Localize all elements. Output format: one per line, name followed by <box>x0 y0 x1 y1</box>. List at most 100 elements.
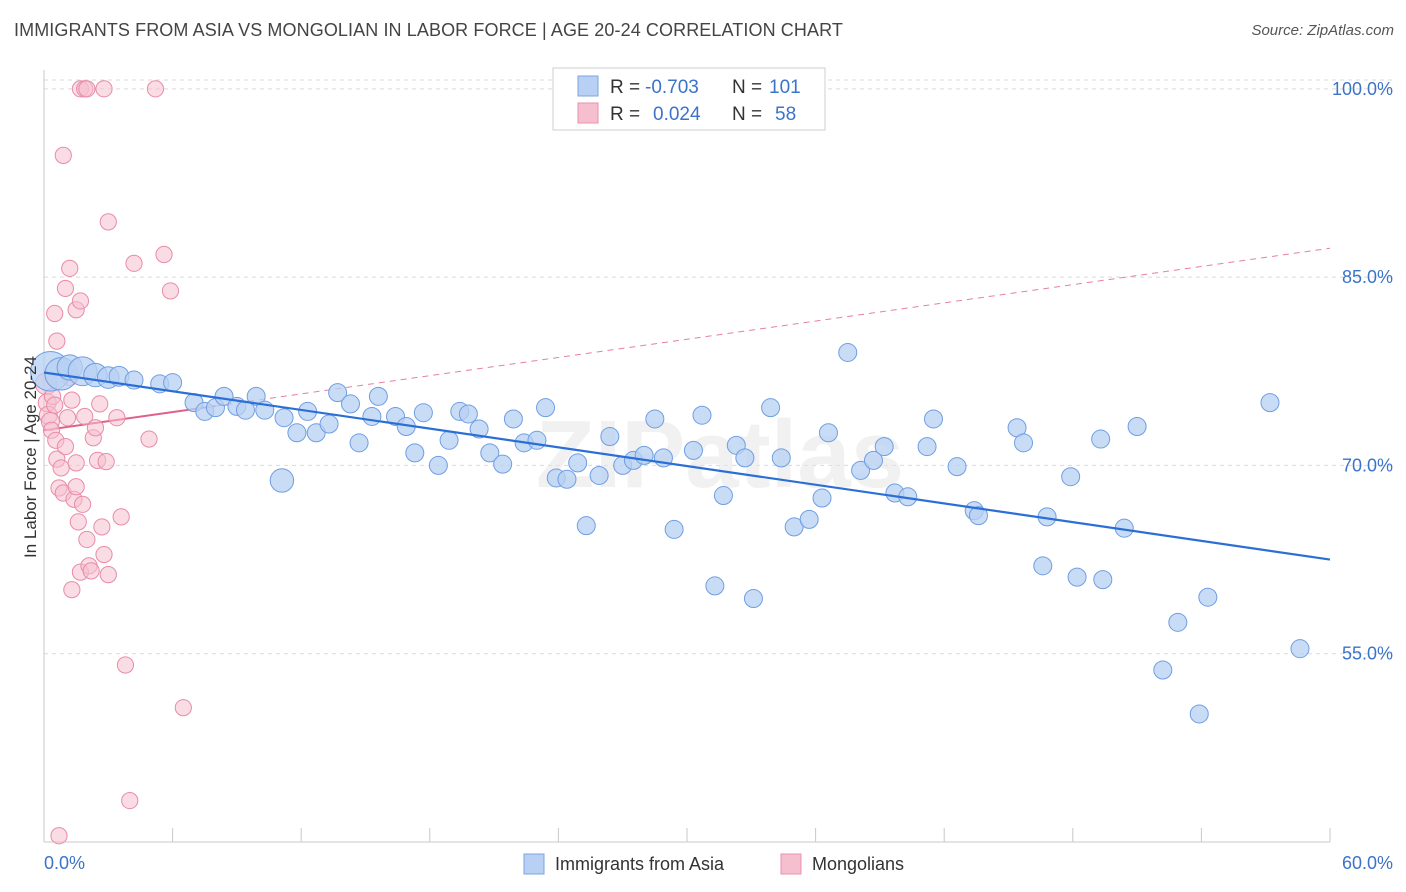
mongolian-point <box>116 656 135 674</box>
asia-point <box>1290 639 1310 659</box>
asia-point <box>480 443 500 463</box>
legend-swatch-blue <box>577 75 599 97</box>
y-tick-label-1: 70.0% <box>1342 455 1393 475</box>
asia-point <box>274 408 294 428</box>
y-tick-label-0: 55.0% <box>1342 644 1393 664</box>
asia-point <box>600 427 620 447</box>
x-tick-label-1: 60.0% <box>1342 853 1393 873</box>
asia-point <box>340 394 360 414</box>
chart-title: IMMIGRANTS FROM ASIA VS MONGOLIAN IN LAB… <box>14 20 843 40</box>
mongolian-point <box>46 396 64 414</box>
legend-r-label-blue: R = <box>610 77 640 98</box>
asia-point <box>405 443 425 463</box>
mongolian-point <box>61 259 79 277</box>
mongolian-point <box>67 454 85 472</box>
mongolian-point <box>93 518 111 536</box>
asia-point <box>246 386 266 406</box>
asia-point <box>1168 612 1188 632</box>
mongolian-point <box>78 530 96 549</box>
y-tick-label-2: 85.0% <box>1342 267 1393 287</box>
asia-point <box>557 469 577 489</box>
asia-point <box>851 460 871 480</box>
asia-point <box>319 414 339 434</box>
asia-point <box>1033 556 1053 576</box>
y-tick-labels: 55.0% 70.0% 85.0% 100.0% <box>1332 79 1393 664</box>
grid-layer <box>44 79 1392 655</box>
legend-n-label-pink: N = <box>732 104 762 125</box>
mongolian-point <box>63 581 81 599</box>
mongolian-point <box>82 562 100 580</box>
asia-point <box>1189 704 1209 724</box>
series-legend-label-pink: Mongolians <box>812 854 904 874</box>
asia-point <box>576 516 596 536</box>
asia-point <box>439 430 459 450</box>
asia-point <box>947 457 967 477</box>
asia-point <box>874 437 894 457</box>
asia-point <box>799 509 819 529</box>
asia-point <box>413 403 433 423</box>
asia-point <box>683 440 703 460</box>
mongolian-trend-dashed <box>215 247 1331 407</box>
mongolian-point <box>58 409 77 427</box>
legend-r-label-pink: R = <box>610 104 640 125</box>
immigrants-asia-trend-layer <box>43 371 1331 561</box>
mongolian-point <box>71 292 90 310</box>
asia-point <box>705 576 725 596</box>
series-legend-swatch-blue <box>523 853 545 875</box>
asia-point <box>735 448 755 468</box>
mongolian-point <box>95 545 113 564</box>
mongolian-point <box>56 437 75 456</box>
asia-point <box>818 423 838 443</box>
asia-point <box>743 588 763 608</box>
mongolian-point <box>97 453 115 471</box>
mongolians-trend-layer <box>43 247 1331 432</box>
mongolian-point <box>155 245 173 264</box>
legend-r-value-pink: 0.024 <box>653 104 701 125</box>
mongolian-point <box>46 304 64 323</box>
mongolian-point <box>63 391 81 409</box>
mongolian-point <box>125 254 143 272</box>
asia-point <box>1093 570 1113 590</box>
asia-point <box>1061 467 1081 487</box>
asia-point <box>645 409 665 429</box>
mongolian-point <box>50 827 68 845</box>
asia-point <box>761 398 781 418</box>
immigrants-asia-points <box>30 342 1310 724</box>
asia-point <box>1198 587 1218 607</box>
mongolian-point <box>76 407 94 426</box>
legend-n-value-blue: 101 <box>769 77 801 98</box>
series-legend-swatch-pink <box>780 853 802 875</box>
asia-point <box>328 383 348 403</box>
asia-point <box>784 517 804 537</box>
mongolian-point <box>69 513 87 531</box>
mongolian-point <box>54 146 72 164</box>
asia-point <box>527 430 547 450</box>
asia-point <box>163 373 183 393</box>
legend-r-value-blue: -0.703 <box>645 77 699 98</box>
legend-swatch-pink <box>577 102 599 124</box>
mongolian-trend-solid <box>43 405 216 432</box>
y-tick-label-3: 100.0% <box>1332 79 1393 99</box>
mongolian-point <box>112 508 130 526</box>
asia-point <box>493 454 513 474</box>
asia-point <box>1127 417 1147 437</box>
mongolian-point <box>95 80 113 98</box>
legend-n-value-pink: 58 <box>775 104 796 125</box>
source-credit: Source: ZipAtlas.com <box>1251 22 1394 39</box>
asia-point <box>458 404 478 424</box>
mongolian-point <box>99 566 117 584</box>
asia-point <box>536 398 556 418</box>
y-axis-label: In Labor Force | Age 20-24 <box>21 356 40 558</box>
series-legend-label-blue: Immigrants from Asia <box>555 854 725 874</box>
mongolian-point <box>56 279 75 298</box>
mongolian-point <box>67 478 85 496</box>
asia-point <box>1153 660 1173 680</box>
mongolian-point <box>161 282 180 300</box>
stats-legend: R = -0.703 N = 101 R = 0.024 N = 58 <box>552 67 826 131</box>
asia-point <box>1260 393 1280 413</box>
asia-point <box>771 448 791 468</box>
asia-point <box>368 386 388 406</box>
mongolian-point <box>121 791 139 810</box>
asia-point <box>692 405 712 425</box>
